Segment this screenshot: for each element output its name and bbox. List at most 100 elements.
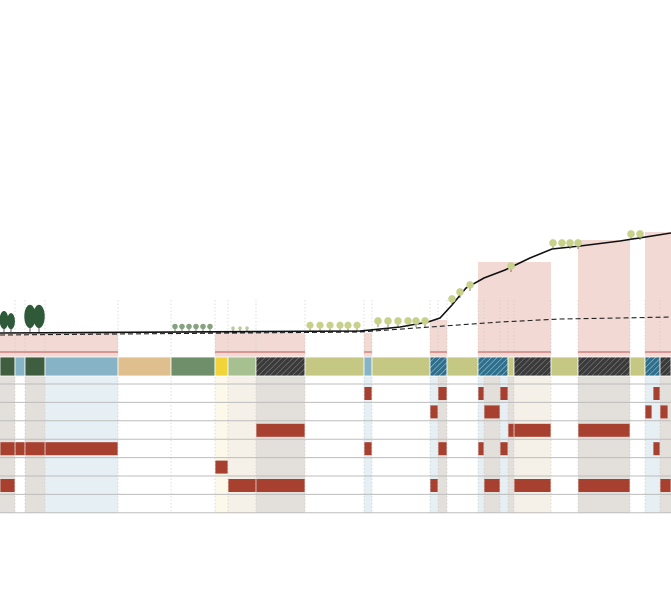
matrix-cell-10 bbox=[364, 442, 372, 456]
matrix-cell-23 bbox=[514, 479, 551, 492]
matrix-cell-25 bbox=[578, 479, 630, 492]
tree-small-1-crown bbox=[179, 323, 185, 330]
matrix-cell-19 bbox=[500, 387, 508, 400]
shrub-f-0-crown bbox=[627, 230, 635, 238]
profile-band-3 bbox=[430, 320, 447, 357]
shrub-b-5-crown bbox=[421, 317, 429, 325]
shrub-b-2 bbox=[394, 317, 402, 327]
matrix-cell-28 bbox=[660, 405, 668, 419]
tree-conifer-1-crown bbox=[0, 311, 9, 329]
shrub-d-0-crown bbox=[507, 262, 515, 270]
strip-segment-blue bbox=[44, 356, 119, 377]
matrix-cell-3 bbox=[45, 442, 118, 456]
strip-segment-olive bbox=[446, 356, 479, 377]
shrub-f-1 bbox=[636, 230, 644, 240]
tree-conifer-4-crown bbox=[33, 304, 45, 329]
strip-segment-olive bbox=[550, 356, 579, 377]
vegetation-layer bbox=[0, 230, 644, 332]
tree-small-5 bbox=[207, 323, 213, 331]
strip-segment-blue bbox=[363, 356, 373, 377]
profile-band-2 bbox=[364, 333, 372, 357]
matrix-cell-8 bbox=[256, 423, 305, 437]
shrub-e-2-crown bbox=[566, 239, 574, 247]
strip-segment-dark-green bbox=[0, 356, 16, 377]
tree-conifer-1 bbox=[0, 311, 9, 332]
shrub-a-4 bbox=[344, 321, 352, 331]
strip-segment-hatch-blue bbox=[644, 356, 661, 377]
matrix-cell-2 bbox=[25, 442, 45, 456]
strip-segment-blue bbox=[14, 356, 26, 377]
shrub-c-0-crown bbox=[448, 295, 456, 303]
tree-small-0 bbox=[172, 323, 178, 331]
tree-conifer-3 bbox=[24, 304, 36, 332]
strip-segment-olive bbox=[629, 356, 646, 377]
matrix-cell-17 bbox=[478, 442, 484, 456]
strip-segment-yellow bbox=[214, 356, 229, 377]
tree-small-1 bbox=[179, 323, 185, 331]
matrix-cells bbox=[0, 387, 671, 492]
terrain-profile bbox=[0, 232, 671, 336]
matrix-cell-20 bbox=[500, 442, 508, 456]
shrub-b-2-crown bbox=[394, 317, 402, 325]
profile-band-1 bbox=[215, 333, 305, 357]
matrix-cell-14 bbox=[430, 479, 438, 492]
shrub-e-3 bbox=[574, 239, 582, 249]
column-shade-3 bbox=[215, 376, 228, 513]
shrub-b-0 bbox=[374, 317, 382, 327]
shrub-e-0-crown bbox=[549, 239, 557, 247]
tree-small-3 bbox=[193, 323, 199, 331]
shrub-a-5-crown bbox=[353, 321, 361, 329]
matrix-row-lines bbox=[0, 383, 671, 514]
shrub-c-1 bbox=[456, 288, 464, 298]
shrub-c-1-crown bbox=[456, 288, 464, 296]
shrub-a-2 bbox=[326, 321, 334, 331]
matrix-cell-30 bbox=[660, 479, 671, 492]
shrub-b-1-crown bbox=[384, 317, 392, 325]
matrix-cell-9 bbox=[364, 387, 372, 400]
matrix-cell-15 bbox=[478, 387, 484, 400]
strip-segment-tan bbox=[117, 356, 172, 377]
tree-small-0-crown bbox=[172, 323, 178, 330]
shrub-a-3 bbox=[336, 321, 344, 331]
matrix-cell-16 bbox=[484, 405, 500, 419]
tree-conifer-3-crown bbox=[24, 304, 36, 329]
shrub-low-1 bbox=[238, 326, 242, 331]
shrub-a-3-crown bbox=[336, 321, 344, 329]
shrub-e-1-crown bbox=[558, 239, 566, 247]
matrix-cell-29 bbox=[653, 442, 660, 456]
shrub-b-4-crown bbox=[412, 317, 420, 325]
matrix-cell-26 bbox=[653, 387, 660, 400]
shrub-a-5 bbox=[353, 321, 361, 331]
shrub-c-0 bbox=[448, 295, 456, 305]
shrub-b-0-crown bbox=[374, 317, 382, 325]
tree-conifer-2 bbox=[7, 313, 15, 332]
shrub-f-0 bbox=[627, 230, 635, 240]
shrub-b-5 bbox=[421, 317, 429, 327]
tree-small-3-crown bbox=[193, 323, 199, 330]
strip-segment-light-sage bbox=[227, 356, 257, 377]
strip-segment-olive bbox=[507, 356, 515, 377]
strip-segment-hatch-dark bbox=[513, 356, 552, 377]
tree-small-2-crown bbox=[186, 323, 192, 330]
strip-segment-sage-green bbox=[170, 356, 216, 377]
tree-conifer-2-crown bbox=[7, 313, 15, 330]
water-table-line bbox=[0, 316, 671, 336]
strip-segment-olive bbox=[304, 356, 365, 377]
strip-segment-hatch-dark bbox=[255, 356, 306, 377]
tree-small-4 bbox=[200, 323, 206, 331]
shrub-e-1 bbox=[558, 239, 566, 249]
matrix-cell-7 bbox=[256, 479, 305, 492]
matrix-cell-21 bbox=[508, 423, 514, 437]
strip-segment-hatch-dark bbox=[577, 356, 631, 377]
matrix-cell-13 bbox=[438, 442, 447, 456]
column-shade-10 bbox=[484, 376, 500, 513]
shrub-e-0 bbox=[549, 239, 557, 249]
matrix-cell-22 bbox=[514, 423, 551, 437]
profile-band-6 bbox=[645, 232, 671, 357]
profile-band-5 bbox=[578, 240, 630, 357]
tree-small-2 bbox=[186, 323, 192, 331]
shrub-f-1-crown bbox=[636, 230, 644, 238]
shrub-d-0 bbox=[507, 262, 515, 272]
column-shade-14 bbox=[578, 376, 630, 513]
